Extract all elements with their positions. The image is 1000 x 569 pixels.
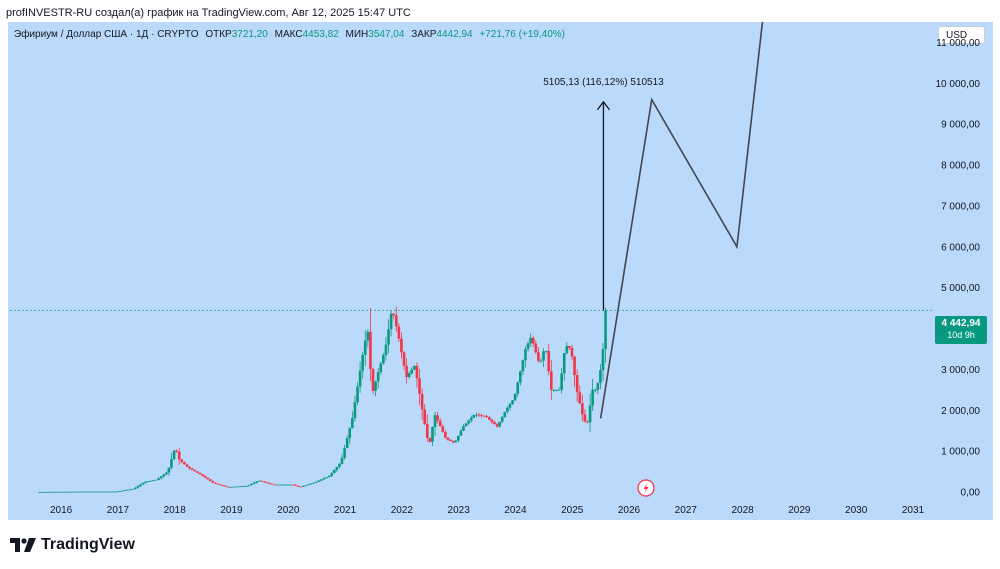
open-value: 3721,20	[231, 29, 268, 40]
close-label: ЗАКР	[411, 29, 437, 40]
change-value: +721,76 (+19,40%)	[479, 29, 565, 40]
last-price-badge: 4 442,94 10d 9h	[935, 316, 987, 344]
bar-countdown: 10d 9h	[947, 330, 975, 340]
open-label: ОТКР	[205, 29, 232, 40]
low-value: 3547,04	[368, 29, 405, 40]
brand-footer[interactable]: TradingView	[10, 536, 135, 554]
symbol-title: Эфириум / Доллар США · 1Д · CRYPTO	[14, 29, 199, 40]
symbol-legend: Эфириум / Доллар США · 1Д · CRYPTO ОТКР3…	[14, 29, 565, 40]
last-price-value: 4 442,94	[941, 318, 981, 329]
chart-pane[interactable]	[8, 22, 993, 520]
currency-button[interactable]: USD	[938, 26, 985, 44]
high-label: МАКС	[274, 29, 303, 40]
brand-name: TradingView	[41, 536, 135, 553]
high-value: 4453,82	[302, 29, 339, 40]
author-header: profINVESTR-RU создал(а) график на Tradi…	[6, 7, 411, 19]
low-label: МИН	[345, 29, 369, 40]
close-value: 4442,94	[436, 29, 473, 40]
tradingview-logo-icon	[10, 538, 36, 552]
